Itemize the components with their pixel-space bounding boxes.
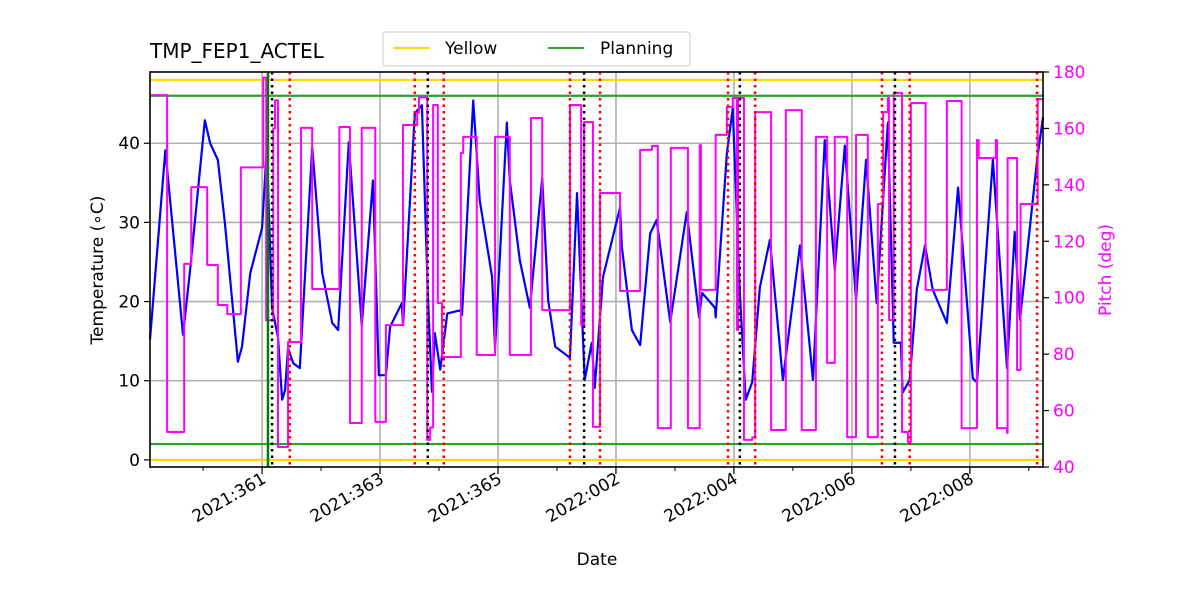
y-axis-label: Temperature (∘C) [88,196,108,346]
y-right-tick-label: 180 [1053,63,1085,83]
y-right-tick-label: 40 [1053,458,1075,478]
x-axis-label: Date [577,550,618,570]
vertical-markers [266,72,1039,467]
y-tick-label: 40 [118,134,140,154]
y-tick-label: 30 [118,213,140,233]
y-tick-label: 10 [118,372,140,392]
legend: Yellow Planning [382,31,691,67]
chart-title: TMP_FEP1_ACTEL [149,39,325,63]
plot-frame [149,71,1044,468]
legend-label-planning: Planning [600,39,673,59]
y-right-tick-label: 100 [1053,289,1085,309]
y-tick-label: 0 [129,451,140,471]
pitch-series-line [151,76,1043,448]
y-right-tick-label: 120 [1053,232,1085,252]
legend-label-yellow: Yellow [444,39,497,59]
y-right-tick-label: 80 [1053,345,1075,365]
y-tick-label: 20 [118,293,140,313]
y-right-tick-label: 160 [1053,119,1085,139]
y-axis-right-label: Pitch (deg) [1096,224,1116,316]
legend-box [382,31,691,67]
y-right-tick-label: 140 [1053,176,1085,196]
y-right-tick-label: 60 [1053,402,1075,422]
